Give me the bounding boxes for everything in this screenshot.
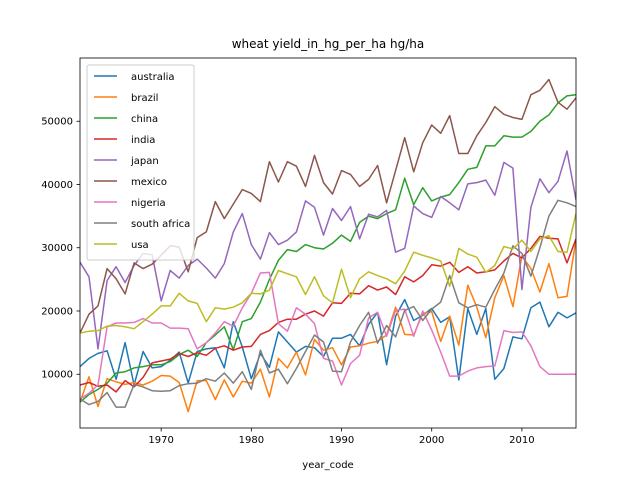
series-line-india <box>80 235 576 393</box>
legend-label: usa <box>131 240 149 251</box>
ticks-layer: 1970 1980 1990 2000 2010 10000 20000 30000 40000… <box>41 117 534 446</box>
legend-label: australia <box>131 72 175 83</box>
legend-label: brazil <box>131 93 158 104</box>
y-tick-label: 10000 <box>41 370 73 381</box>
y-tick-label: 30000 <box>41 243 73 254</box>
series-line-australia <box>80 298 576 386</box>
plot-frame <box>79 57 577 429</box>
legend-label: china <box>131 114 158 125</box>
x-tick-label: 2000 <box>419 435 444 446</box>
chart-title: wheat yield_in_hg_per_ha hg/ha <box>232 37 425 51</box>
legend-label: south africa <box>131 219 190 230</box>
legend-label: mexico <box>131 177 167 188</box>
y-tick-label: 40000 <box>41 180 73 191</box>
x-tick-label: 1970 <box>148 435 173 446</box>
legend-box <box>86 64 195 261</box>
series-line-china <box>80 93 576 403</box>
series-line-south-africa <box>80 199 576 408</box>
series-line-brazil <box>80 239 576 413</box>
x-tick-label: 2010 <box>509 435 534 446</box>
x-tick-label: 1980 <box>239 435 264 446</box>
series-line-japan <box>80 150 576 350</box>
series-line-usa <box>80 213 576 334</box>
legend: australia brazil china india japan mexico nige… <box>86 64 195 261</box>
x-axis-label: year_code <box>302 460 353 471</box>
series-line-nigeria <box>80 271 576 400</box>
series-layer <box>80 78 576 413</box>
legend-label: nigeria <box>131 198 166 209</box>
legend-label: japan <box>130 156 159 167</box>
legend-label: india <box>131 135 155 146</box>
y-tick-label: 50000 <box>41 117 73 128</box>
x-tick-label: 1990 <box>329 435 354 446</box>
y-tick-label: 20000 <box>41 306 73 317</box>
